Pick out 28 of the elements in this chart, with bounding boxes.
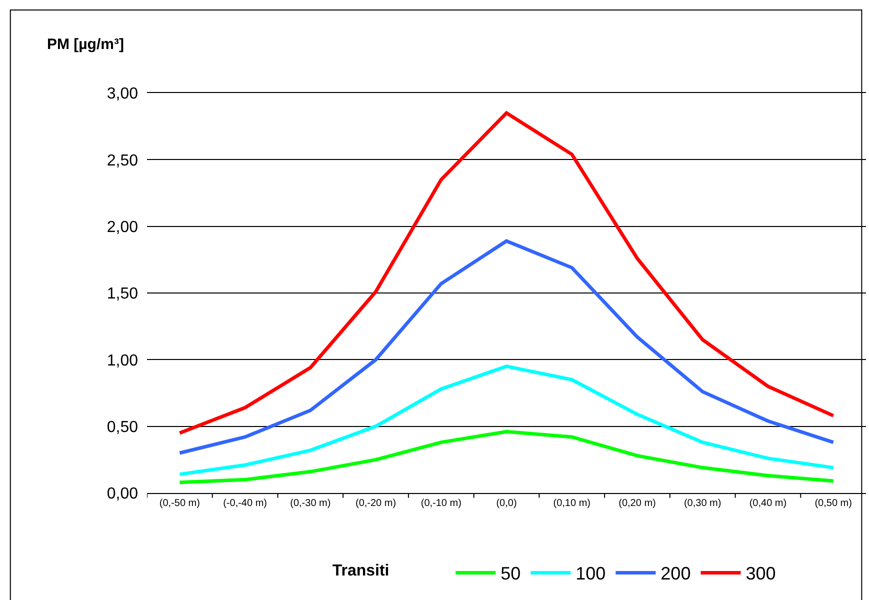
y-tick-label: 1,50 — [106, 286, 138, 303]
line-series — [178, 430, 836, 484]
x-tick-label: (0,-50 m) — [159, 498, 200, 509]
x-tick-label: (0,0) — [496, 498, 517, 509]
y-tick-label: 0,00 — [106, 486, 138, 503]
y-tick-label: 3,00 — [106, 86, 138, 103]
legend-label: 100 — [576, 564, 606, 584]
x-tick-label: (-0,-40 m) — [223, 498, 268, 509]
y-tick-label: 2,50 — [106, 152, 138, 170]
line-series — [178, 239, 836, 455]
y-axis-title: PM [µg/m³] — [47, 36, 124, 53]
x-tick-label: (0,-20 m) — [355, 498, 396, 509]
x-tick-label: (0,30 m) — [684, 498, 722, 509]
legend-label: 50 — [500, 564, 521, 584]
x-tick-label: (0,10 m) — [553, 498, 590, 509]
line-series — [178, 364, 836, 476]
x-tick-label: (0,-10 m) — [420, 498, 462, 509]
x-tick-label: (0,-30 m) — [290, 498, 331, 509]
y-tick-label: 2,00 — [106, 218, 138, 236]
y-tick-label: 0,50 — [106, 418, 138, 436]
x-tick-label: (0,40 m) — [749, 498, 787, 509]
x-tick-label: (0,20 m) — [618, 498, 656, 509]
y-tick-label: 1,00 — [106, 352, 138, 370]
legend-title: Transiti — [332, 562, 390, 580]
legend-label: 200 — [660, 564, 691, 584]
line-series — [178, 111, 836, 435]
legend-label: 300 — [746, 564, 776, 584]
x-tick-label: (0,50 m) — [814, 498, 852, 509]
